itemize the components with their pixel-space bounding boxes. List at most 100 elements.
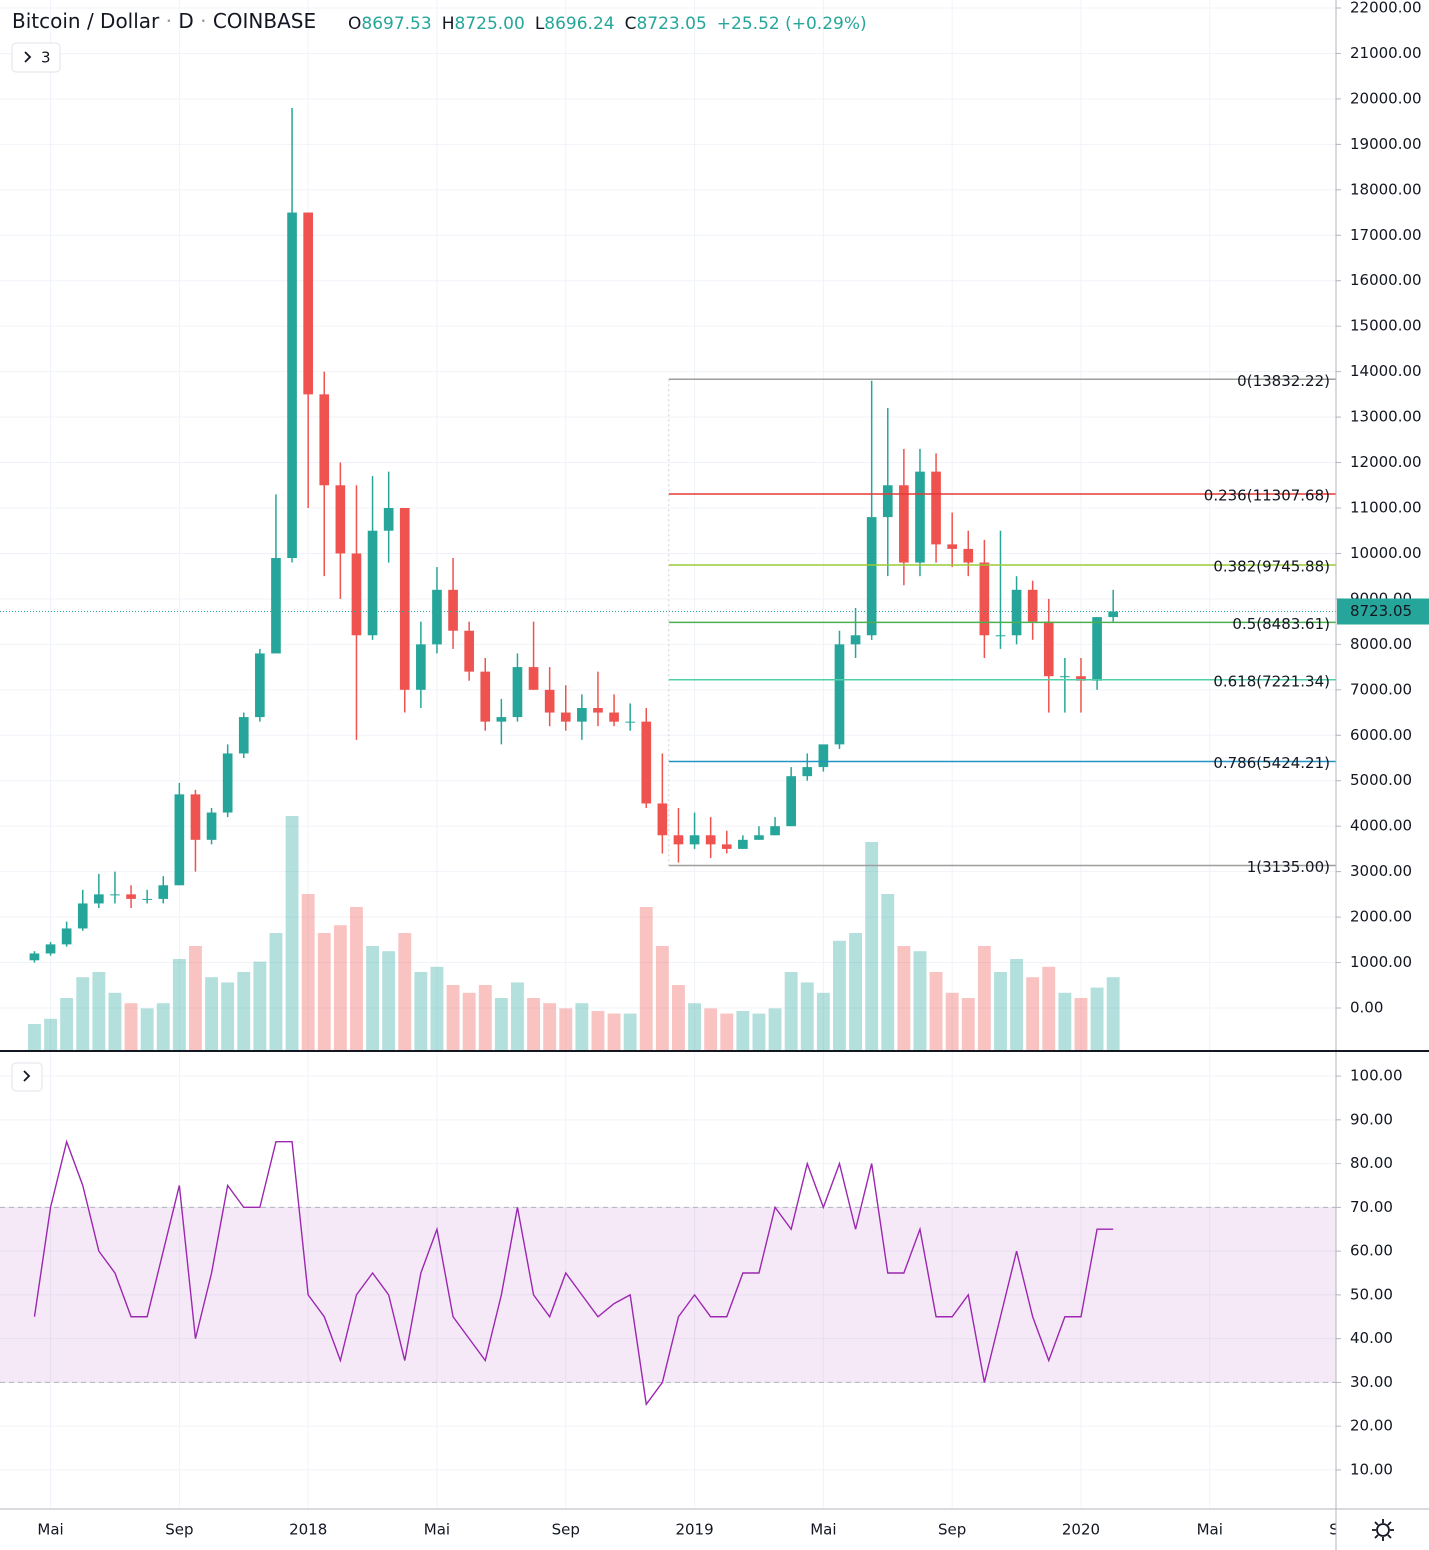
candle-body — [335, 485, 346, 554]
volume-bar — [189, 946, 202, 1050]
candle-body — [577, 708, 587, 722]
volume-bar — [913, 951, 927, 1050]
volume-bar — [333, 925, 347, 1050]
candle-body — [45, 944, 56, 954]
candle-body — [1060, 676, 1070, 678]
candle-body — [770, 826, 780, 836]
volume-bar — [44, 1018, 57, 1050]
candle-body — [1108, 611, 1119, 618]
rsi-expand-button[interactable] — [11, 1062, 43, 1092]
volume-bar — [301, 894, 315, 1050]
volume-bar — [639, 907, 653, 1050]
symbol: Bitcoin / Dollar · D · COINBASE — [12, 9, 316, 33]
volume-bar — [382, 951, 396, 1050]
candle-body — [560, 712, 571, 722]
volume-bar — [478, 985, 492, 1050]
candle-body — [222, 753, 233, 813]
settings-button[interactable] — [1372, 1519, 1394, 1541]
y-tick-label: 0.00 — [1350, 999, 1383, 1017]
candle-body — [238, 717, 249, 754]
candle-body — [609, 712, 619, 722]
candle-body — [834, 644, 845, 745]
candle-body — [1011, 589, 1022, 636]
change: +25.52 (+0.29%) — [717, 14, 867, 34]
candle-body — [915, 471, 925, 563]
candle-body — [882, 485, 893, 518]
y-tick-label: 17000.00 — [1350, 226, 1422, 244]
volume-bar — [446, 985, 460, 1050]
x-tick-label: Mai — [424, 1521, 450, 1539]
candle-body — [383, 508, 394, 531]
volume-bar — [317, 933, 331, 1050]
y-tick-label: 40.00 — [1350, 1329, 1393, 1347]
volume-bar — [108, 992, 122, 1050]
candle-body — [754, 835, 764, 840]
volume-bar — [897, 946, 911, 1050]
candle-body — [899, 485, 909, 563]
volume-bar — [1026, 977, 1040, 1050]
volume-bar — [1042, 966, 1056, 1050]
volume-bar — [253, 961, 267, 1050]
volume-bar — [945, 992, 959, 1050]
volume-bar — [366, 946, 380, 1050]
ohlc-key: C — [625, 14, 637, 34]
interval: D — [178, 9, 193, 33]
x-tick-label: 2018 — [289, 1521, 327, 1539]
candle-body — [464, 630, 474, 672]
candle-body — [995, 635, 1006, 637]
volume-bar — [816, 992, 830, 1050]
x-tick-label: Sep — [938, 1521, 966, 1539]
ohlc-value: 8723.05 — [636, 14, 706, 34]
candle-body — [721, 844, 732, 849]
candle-body — [1092, 617, 1102, 681]
candle-body — [399, 508, 410, 690]
volume-bar — [28, 1024, 41, 1050]
candle-body — [303, 212, 313, 395]
volume-bar — [655, 946, 669, 1050]
candle-body — [496, 717, 507, 722]
fib-label: 0.5(8483.61) — [1232, 615, 1330, 633]
volume-bar — [736, 1011, 750, 1050]
x-tick-label: 2020 — [1062, 1521, 1100, 1539]
fib-label: 0.236(11307.68) — [1204, 487, 1330, 505]
volume-bar — [1106, 977, 1120, 1050]
volume-bar — [76, 977, 90, 1050]
indicators-button[interactable]: 3 — [11, 42, 61, 73]
x-tick-label: Sep — [552, 1521, 580, 1539]
candle-body — [1076, 676, 1086, 681]
fib-label: 0.382(9745.88) — [1213, 558, 1330, 576]
volume-bar — [559, 1008, 573, 1050]
volume-bar — [607, 1013, 621, 1050]
marks-layer: Mai Sep 2018 Mai Sep 2019 Mai Sep 2020 Mai Se 0(138… — [0, 108, 1336, 1539]
ohlc-value: 8696.24 — [544, 14, 614, 34]
candle-body — [528, 667, 539, 690]
candle-body — [416, 644, 426, 690]
x-tick-label: Mai — [1197, 1521, 1223, 1539]
y-tick-label: 5000.00 — [1350, 771, 1412, 789]
indicators-count: 3 — [41, 49, 51, 67]
volume-bar — [704, 1008, 718, 1050]
volume-bar — [462, 992, 476, 1050]
volume-bar — [350, 907, 363, 1050]
y-tick-label: 20000.00 — [1350, 89, 1422, 107]
volume-bar — [575, 1003, 589, 1050]
candle-body — [979, 562, 990, 636]
volume-bar — [172, 959, 186, 1050]
candle-body — [29, 953, 40, 961]
volume-bar — [688, 1003, 702, 1050]
candle-body — [319, 394, 330, 486]
volume-bar — [398, 933, 412, 1050]
candle-body — [786, 776, 796, 827]
y-tick-label: 60.00 — [1350, 1242, 1393, 1260]
volume-bar — [237, 972, 251, 1050]
volume-bar — [977, 946, 991, 1050]
candle-body — [94, 894, 104, 904]
y-tick-label: 8000.00 — [1350, 635, 1412, 653]
candle-body — [142, 898, 152, 900]
y-tick-label: 15000.00 — [1350, 317, 1422, 335]
y-tick-label: 30.00 — [1350, 1373, 1393, 1391]
y-tick-label: 12000.00 — [1350, 453, 1422, 471]
volume-bar — [543, 1003, 557, 1050]
candle-body — [190, 794, 201, 840]
